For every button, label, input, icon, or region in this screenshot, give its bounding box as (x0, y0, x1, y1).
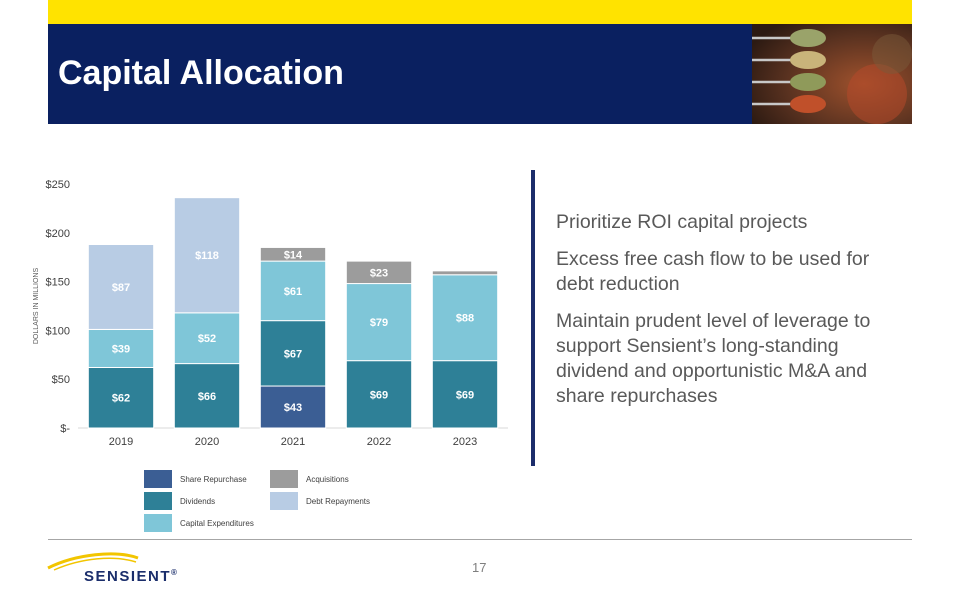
y-tick-label: $50 (52, 374, 70, 386)
page-number: 17 (472, 560, 487, 575)
capital-allocation-chart: DOLLARS IN MILLIONS $- $50 $100 $150 $200 $250… (33, 179, 508, 532)
vertical-divider (531, 170, 535, 466)
bar-segment (345, 360, 413, 429)
bar-value-label: $67 (284, 348, 302, 360)
legend-label: Share Repurchase (180, 475, 247, 484)
bullet-item: Maintain prudent level of leverage to su… (556, 310, 871, 407)
legend-label: Dividends (180, 497, 215, 506)
bar-segment (259, 260, 327, 322)
bar-value-label: $118 (195, 250, 219, 262)
x-tick-label: 2023 (453, 436, 477, 448)
y-tick-label: $150 (46, 277, 70, 289)
bar-value-label: $62 (112, 393, 130, 405)
legend-swatch (144, 492, 172, 510)
bar-value-label: $14 (284, 249, 303, 261)
legend-label: Capital Expenditures (180, 519, 254, 528)
bar-segment (259, 246, 327, 262)
legend-swatch (144, 514, 172, 532)
bar-value-label: $43 (284, 402, 302, 414)
x-tick-label: 2020 (195, 436, 219, 448)
y-tick-label: $250 (46, 179, 70, 191)
sensient-logo-swoosh (47, 552, 139, 571)
registered-mark: ® (171, 568, 179, 577)
bar-segment (173, 197, 241, 314)
top-accent-bar (48, 0, 912, 24)
bullet-list: Prioritize ROI capital projects Excess f… (556, 210, 906, 421)
bar-segment (87, 244, 155, 330)
logo-wordmark: SENSIENT (84, 568, 172, 585)
bar-segment (345, 283, 413, 362)
footer-divider (48, 539, 912, 540)
bar-value-label: $66 (198, 391, 216, 403)
bar-segment (431, 274, 499, 362)
x-tick-label: 2022 (367, 436, 391, 448)
y-tick-label: $100 (46, 325, 70, 337)
bar-value-label: $39 (112, 343, 130, 355)
bar-segment (345, 260, 413, 285)
bar-segment (87, 328, 155, 368)
page-title: Capital Allocation (58, 54, 344, 92)
bar-value-label: $88 (456, 313, 474, 325)
bar-segment (431, 270, 499, 276)
y-axis-label: DOLLARS IN MILLIONS (33, 268, 40, 345)
bullet-item: Prioritize ROI capital projects (556, 211, 808, 233)
bar-segment (173, 363, 241, 429)
bar-segment (173, 312, 241, 365)
bar-value-label: $61 (284, 286, 302, 298)
bar-segment (259, 320, 327, 387)
bullet-item: Excess free cash flow to be used for deb… (556, 248, 870, 295)
y-tick-label: $200 (46, 228, 70, 240)
legend-swatch (270, 492, 298, 510)
title-banner: Capital Allocation (48, 24, 912, 124)
legend-label: Debt Repayments (306, 497, 370, 506)
x-tick-label: 2021 (281, 436, 305, 448)
legend-swatch (270, 470, 298, 488)
bar-value-label: $23 (370, 267, 388, 279)
sensient-logo-text: SENSIENT® (84, 568, 178, 585)
bar-value-label: $87 (112, 282, 130, 294)
bar-value-label: $69 (456, 389, 474, 401)
bar-value-label: $52 (198, 333, 216, 345)
legend-label: Acquisitions (306, 475, 349, 484)
bar-segment (431, 360, 499, 429)
x-tick-label: 2019 (109, 436, 133, 448)
y-tick-label: $- (60, 423, 70, 435)
bar-value-label: $79 (370, 317, 388, 329)
legend-swatch (144, 470, 172, 488)
bar-segment (259, 385, 327, 429)
spice-spoons-photo (752, 24, 912, 124)
bar-value-label: $69 (370, 389, 388, 401)
